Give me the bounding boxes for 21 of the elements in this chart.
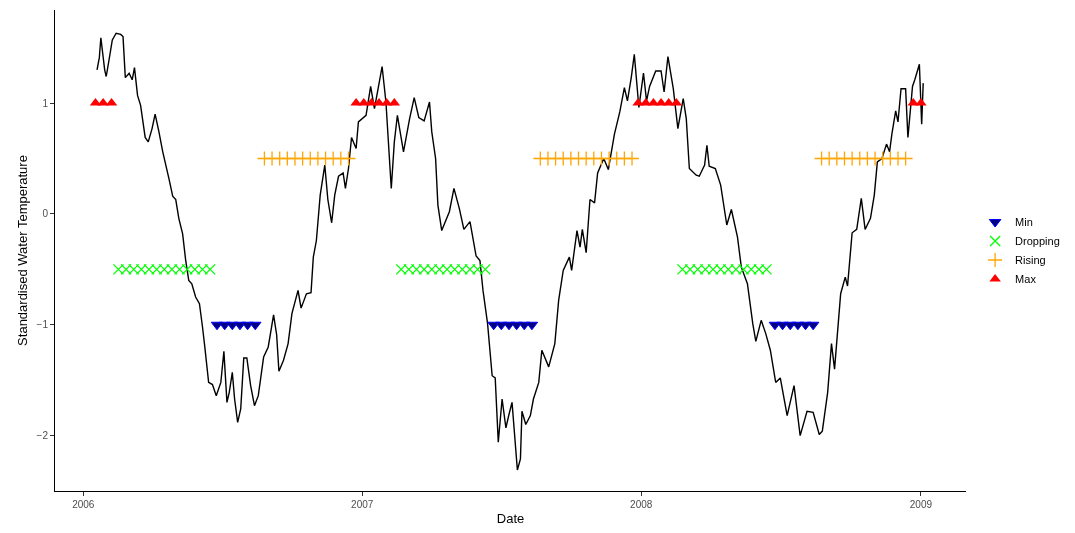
legend-label: Dropping — [1015, 235, 1060, 248]
point — [624, 150, 640, 167]
point — [525, 321, 539, 331]
legend-label: Max — [1015, 273, 1037, 286]
legend-label: Min — [1015, 216, 1033, 229]
y-tick-label: 1 — [42, 97, 49, 109]
y-tick-label: 0 — [42, 208, 49, 220]
x-tick-label: 2006 — [72, 499, 95, 510]
legend-label: Rising — [1015, 254, 1046, 267]
x-tick-label: 2007 — [351, 499, 374, 510]
point — [806, 321, 820, 331]
x-tick-label: 2008 — [630, 499, 653, 510]
y-tick-label: −1 — [36, 319, 49, 331]
x-tick-label: 2009 — [909, 499, 933, 510]
y-axis-title: Standardised Water Temperature — [14, 155, 30, 346]
line-series — [96, 32, 924, 471]
x-axis-title: Date — [496, 510, 525, 526]
point — [248, 321, 262, 331]
point — [897, 150, 914, 167]
point — [340, 150, 357, 167]
y-tick-label: −2 — [36, 430, 49, 442]
